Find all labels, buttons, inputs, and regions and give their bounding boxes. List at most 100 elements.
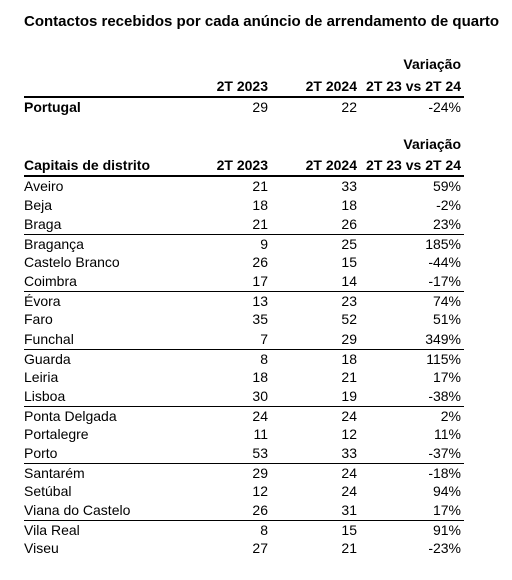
district-name: Ponta Delgada: [24, 407, 117, 424]
variation: -18%: [428, 465, 461, 482]
district-name: Setúbal: [24, 483, 72, 500]
value-2t2023: 21: [252, 216, 268, 233]
district-name: Viana do Castelo: [24, 502, 131, 519]
table-row: Castelo Branco 26 15 -44%: [24, 253, 464, 271]
variation: 115%: [426, 350, 461, 367]
variation: 11%: [434, 425, 461, 442]
value-2t2023: 13: [252, 293, 268, 310]
header-variation: Variação: [403, 136, 461, 152]
value-2t2024: 33: [341, 444, 357, 461]
portugal-row: Portugal 29 22 -24%: [24, 98, 464, 116]
portugal-2t2023: 29: [252, 99, 268, 115]
variation: -23%: [428, 540, 461, 557]
table-row: Évora 13 23 74%: [24, 291, 464, 310]
table-row: Beja 18 18 -2%: [24, 196, 464, 214]
variation: 185%: [425, 236, 461, 253]
table-row: Setúbal 12 24 94%: [24, 482, 464, 500]
table-row: Porto 53 33 -37%: [24, 444, 464, 462]
value-2t2024: 52: [341, 311, 357, 328]
value-2t2024: 14: [341, 273, 357, 290]
national-header-rule: [24, 96, 464, 98]
header-col-2t2023: 2T 2023: [216, 157, 268, 173]
value-2t2023: 18: [252, 368, 268, 385]
variation: 59%: [432, 178, 461, 194]
value-2t2024: 21: [341, 368, 357, 385]
value-2t2024: 26: [341, 216, 357, 233]
district-name: Coimbra: [24, 273, 77, 290]
variation: 349%: [425, 330, 461, 347]
value-2t2023: 27: [252, 540, 268, 557]
table-row: Ponta Delgada 24 24 2%: [24, 405, 464, 425]
value-2t2024: 24: [341, 483, 357, 500]
value-2t2024: 24: [341, 465, 357, 482]
variation: -17%: [428, 273, 461, 290]
district-name: Santarém: [24, 465, 85, 482]
header-col-variation: 2T 23 vs 2T 24: [366, 157, 461, 173]
value-2t2024: 18: [341, 350, 357, 367]
table-row: Guarda 8 18 115%: [24, 348, 464, 368]
value-2t2023: 8: [260, 522, 268, 539]
district-header-rule: [24, 175, 464, 177]
portugal-variation: -24%: [428, 99, 461, 115]
district-name: Aveiro: [24, 178, 64, 194]
table-row: Portalegre 11 12 11%: [24, 425, 464, 443]
value-2t2024: 15: [341, 254, 357, 271]
value-2t2024: 23: [341, 293, 357, 310]
value-2t2023: 29: [252, 465, 268, 482]
variation: 74%: [432, 293, 461, 310]
table-row: Braga 21 26 23%: [24, 215, 464, 233]
value-2t2024: 12: [341, 425, 357, 442]
variation: -38%: [428, 387, 461, 404]
variation: -44%: [428, 254, 461, 271]
value-2t2023: 24: [252, 407, 268, 424]
header-col-capitais: Capitais de distrito: [24, 157, 151, 173]
district-name: Braga: [24, 216, 62, 233]
table-row: Aveiro 21 33 59%: [24, 177, 464, 195]
value-2t2023: 53: [252, 444, 268, 461]
table-row: Bragança 9 25 185%: [24, 234, 464, 253]
variation: 94%: [432, 483, 461, 500]
district-header-row-1: Variação: [24, 136, 464, 154]
district-name: Viseu: [24, 540, 59, 557]
value-2t2024: 15: [341, 522, 357, 539]
variation: 17%: [432, 368, 461, 385]
value-2t2023: 11: [253, 425, 268, 442]
table-row: Santarém 29 24 -18%: [24, 463, 464, 482]
value-2t2024: 24: [341, 407, 357, 424]
value-2t2024: 25: [341, 236, 357, 253]
value-2t2023: 18: [252, 197, 268, 214]
value-2t2024: 31: [341, 502, 357, 519]
district-name: Bragança: [24, 236, 84, 253]
table-row: Coimbra 17 14 -17%: [24, 272, 464, 290]
header-col-2t2024: 2T 2024: [305, 157, 357, 173]
value-2t2023: 26: [252, 502, 268, 519]
district-name: Faro: [24, 311, 53, 328]
header-col-2t2024: 2T 2024: [305, 78, 357, 94]
district-name: Guarda: [24, 350, 71, 367]
table-row: Leiria 18 21 17%: [24, 368, 464, 386]
district-name: Porto: [24, 444, 58, 461]
district-name: Leiria: [24, 368, 59, 385]
portugal-label: Portugal: [24, 99, 81, 115]
value-2t2023: 17: [252, 273, 268, 290]
value-2t2023: 35: [252, 311, 268, 328]
table-row: Viana do Castelo 26 31 17%: [24, 501, 464, 519]
value-2t2024: 21: [341, 540, 357, 557]
header-col-variation: 2T 23 vs 2T 24: [366, 78, 461, 94]
value-2t2024: 33: [341, 178, 357, 194]
value-2t2024: 18: [341, 197, 357, 214]
value-2t2024: 29: [341, 330, 357, 347]
national-header-row-1: Variação: [24, 56, 464, 74]
table-row: Lisboa 30 19 -38%: [24, 387, 464, 405]
variation: 23%: [432, 216, 461, 233]
national-header-row-2: 2T 2023 2T 2024 2T 23 vs 2T 24: [24, 78, 464, 96]
variation: -2%: [436, 197, 461, 214]
header-col-2t2023: 2T 2023: [216, 78, 268, 94]
value-2t2023: 30: [252, 387, 268, 404]
district-name: Castelo Branco: [24, 254, 120, 271]
district-name: Beja: [24, 197, 53, 214]
table-title: Contactos recebidos por cada anúncio de …: [24, 13, 500, 30]
value-2t2023: 8: [260, 350, 268, 367]
variation: 91%: [432, 522, 461, 539]
district-name: Vila Real: [24, 522, 80, 539]
